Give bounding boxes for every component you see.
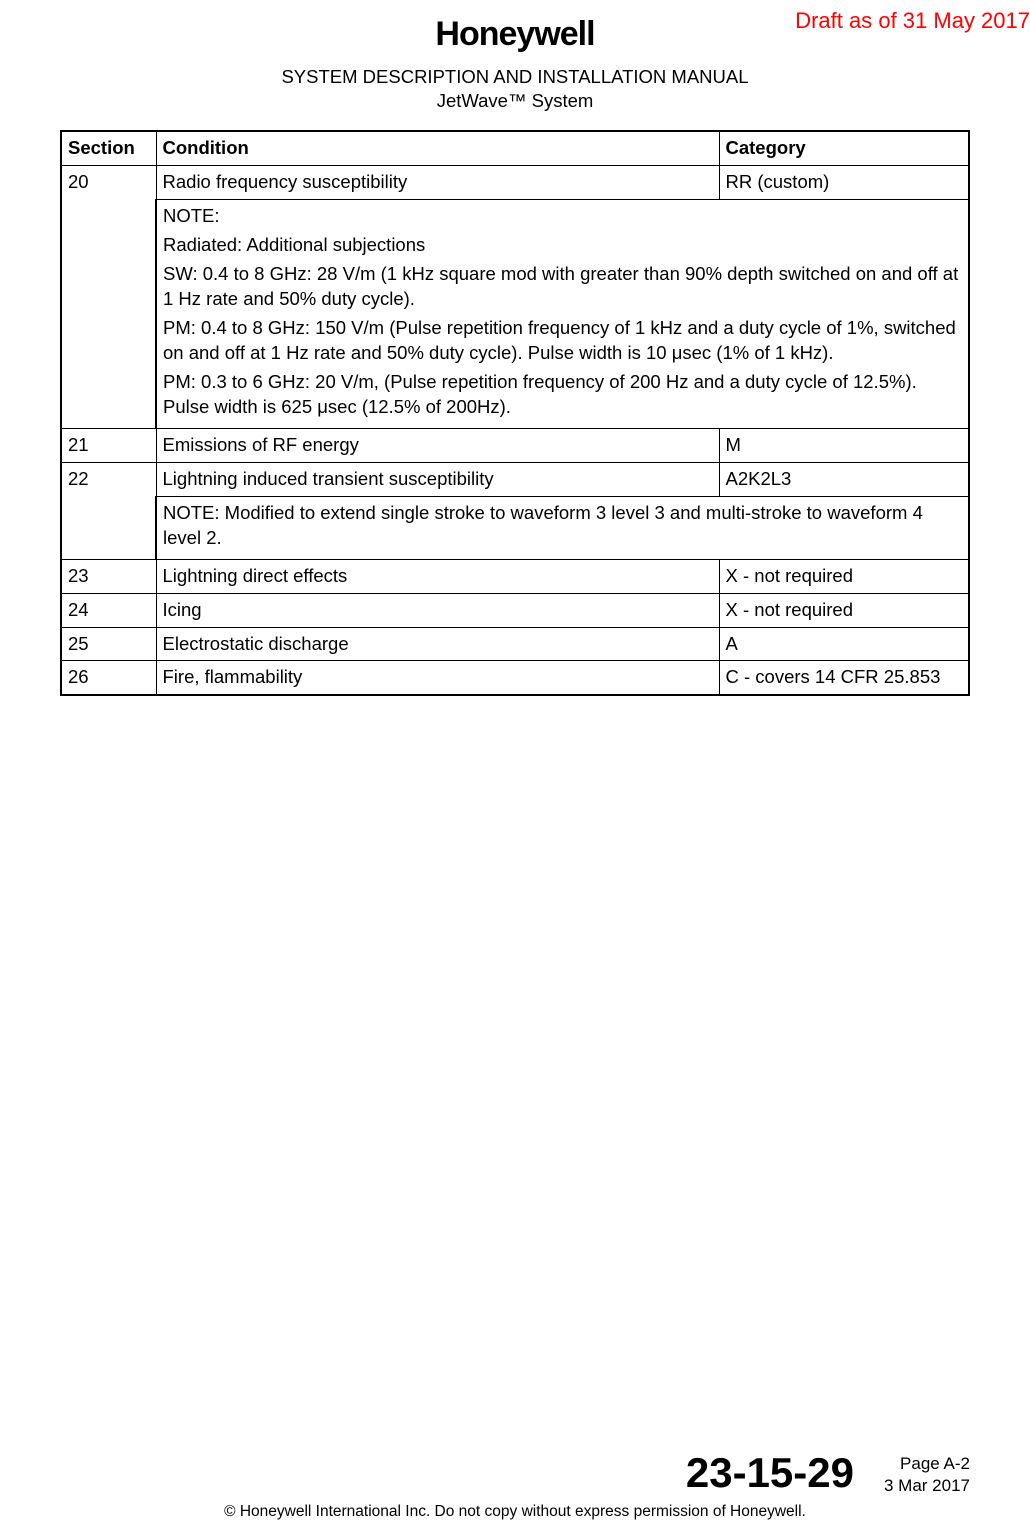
table-header-row: Section Condition Category (61, 131, 969, 165)
cell-condition: Radio frequency susceptibility (156, 165, 719, 199)
document-title: SYSTEM DESCRIPTION AND INSTALLATION MANU… (60, 66, 970, 88)
page-label: Page A-2 (884, 1453, 970, 1475)
cell-condition: Electrostatic discharge (156, 627, 719, 661)
cell-category: C - covers 14 CFR 25.853 (719, 661, 969, 695)
cell-category: X - not required (719, 593, 969, 627)
table-row-note: NOTE: Modified to extend single stroke t… (61, 496, 969, 559)
cell-category: X - not required (719, 559, 969, 593)
cell-category: M (719, 428, 969, 462)
table-row: 20 Radio frequency susceptibility RR (cu… (61, 165, 969, 199)
cell-condition: Lightning induced transient susceptibili… (156, 462, 719, 496)
draft-stamp: Draft as of 31 May 2017 (795, 8, 1030, 34)
table-row: 22 Lightning induced transient susceptib… (61, 462, 969, 496)
cell-category: A (719, 627, 969, 661)
table-row: 25 Electrostatic discharge A (61, 627, 969, 661)
table-row: 26 Fire, flammability C - covers 14 CFR … (61, 661, 969, 695)
note-line: Radiated: Additional subjections (163, 233, 962, 258)
cell-section: 22 (61, 462, 156, 559)
copyright-line: © Honeywell International Inc. Do not co… (60, 1503, 970, 1521)
cell-section: 26 (61, 661, 156, 695)
environmental-conditions-table: Section Condition Category 20 Radio freq… (60, 130, 970, 696)
table-row: 24 Icing X - not required (61, 593, 969, 627)
table-row: 21 Emissions of RF energy M (61, 428, 969, 462)
note-line: PM: 0.4 to 8 GHz: 150 V/m (Pulse repetit… (163, 316, 962, 366)
cell-condition: Lightning direct effects (156, 559, 719, 593)
col-header-category: Category (719, 131, 969, 165)
cell-category: A2K2L3 (719, 462, 969, 496)
cell-category: RR (custom) (719, 165, 969, 199)
cell-section: 23 (61, 559, 156, 593)
note-line: PM: 0.3 to 6 GHz: 20 V/m, (Pulse repetit… (163, 370, 962, 420)
cell-note: NOTE: Modified to extend single stroke t… (156, 496, 969, 559)
cell-section: 24 (61, 593, 156, 627)
page-container: Draft as of 31 May 2017 Honeywell SYSTEM… (0, 0, 1030, 1539)
table-row: 23 Lightning direct effects X - not requ… (61, 559, 969, 593)
document-number: 23-15-29 (686, 1449, 854, 1497)
note-line: NOTE: (163, 204, 962, 229)
cell-section: 25 (61, 627, 156, 661)
cell-condition: Icing (156, 593, 719, 627)
page-date-block: Page A-2 3 Mar 2017 (884, 1453, 970, 1497)
note-line: NOTE: Modified to extend single stroke t… (163, 501, 962, 551)
cell-note: NOTE: Radiated: Additional subjections S… (156, 199, 969, 428)
cell-condition: Fire, flammability (156, 661, 719, 695)
table-row-note: NOTE: Radiated: Additional subjections S… (61, 199, 969, 428)
col-header-condition: Condition (156, 131, 719, 165)
page-date: 3 Mar 2017 (884, 1475, 970, 1497)
page-footer: 23-15-29 Page A-2 3 Mar 2017 © Honeywell… (60, 1449, 970, 1521)
document-subtitle: JetWave™ System (60, 90, 970, 112)
note-line: SW: 0.4 to 8 GHz: 28 V/m (1 kHz square m… (163, 262, 962, 312)
col-header-section: Section (61, 131, 156, 165)
cell-section: 20 (61, 165, 156, 428)
cell-condition: Emissions of RF energy (156, 428, 719, 462)
cell-section: 21 (61, 428, 156, 462)
footer-top-row: 23-15-29 Page A-2 3 Mar 2017 (60, 1449, 970, 1497)
